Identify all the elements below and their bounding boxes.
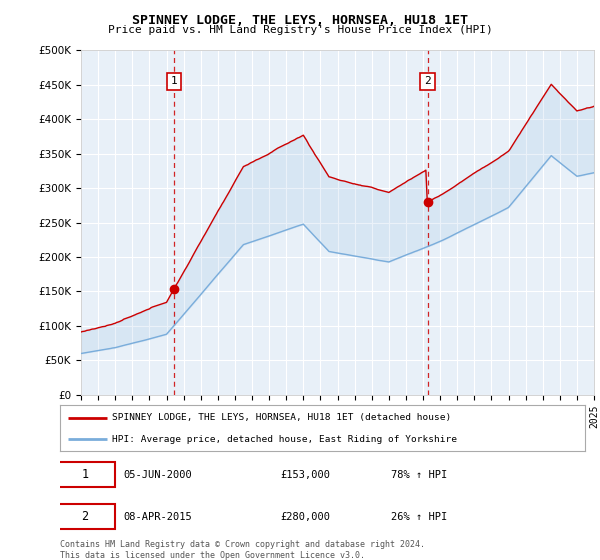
FancyBboxPatch shape	[55, 462, 115, 487]
Text: SPINNEY LODGE, THE LEYS, HORNSEA, HU18 1ET: SPINNEY LODGE, THE LEYS, HORNSEA, HU18 1…	[132, 14, 468, 27]
Text: 2: 2	[82, 510, 89, 523]
Text: £153,000: £153,000	[281, 470, 331, 479]
Text: 08-APR-2015: 08-APR-2015	[123, 512, 192, 521]
Text: 2: 2	[424, 76, 431, 86]
Text: 1: 1	[170, 76, 178, 86]
Text: 05-JUN-2000: 05-JUN-2000	[123, 470, 192, 479]
FancyBboxPatch shape	[55, 504, 115, 529]
Text: Price paid vs. HM Land Registry's House Price Index (HPI): Price paid vs. HM Land Registry's House …	[107, 25, 493, 35]
Text: HPI: Average price, detached house, East Riding of Yorkshire: HPI: Average price, detached house, East…	[113, 435, 458, 444]
Text: 78% ↑ HPI: 78% ↑ HPI	[391, 470, 447, 479]
Text: SPINNEY LODGE, THE LEYS, HORNSEA, HU18 1ET (detached house): SPINNEY LODGE, THE LEYS, HORNSEA, HU18 1…	[113, 413, 452, 422]
Text: £280,000: £280,000	[281, 512, 331, 521]
Text: Contains HM Land Registry data © Crown copyright and database right 2024.
This d: Contains HM Land Registry data © Crown c…	[60, 540, 425, 560]
Text: 1: 1	[82, 468, 89, 481]
Text: 26% ↑ HPI: 26% ↑ HPI	[391, 512, 447, 521]
